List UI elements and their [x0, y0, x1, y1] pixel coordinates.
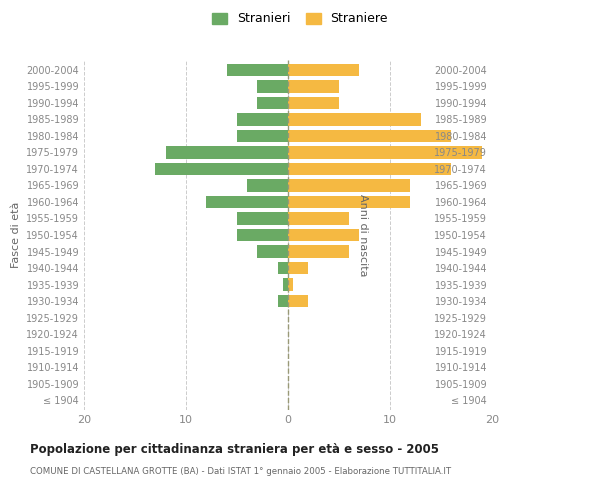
Bar — [288, 196, 410, 208]
Bar — [288, 246, 349, 258]
Bar — [288, 212, 349, 224]
Bar — [166, 146, 288, 158]
Bar — [288, 130, 451, 142]
Bar — [288, 262, 308, 274]
Bar — [288, 295, 308, 307]
Bar — [237, 130, 288, 142]
Legend: Stranieri, Straniere: Stranieri, Straniere — [208, 8, 392, 29]
Bar — [288, 80, 339, 92]
Bar — [278, 295, 288, 307]
Y-axis label: Anni di nascita: Anni di nascita — [358, 194, 368, 276]
Bar — [288, 278, 293, 290]
Bar — [155, 163, 288, 175]
Bar — [288, 113, 421, 126]
Bar — [288, 96, 339, 109]
Bar — [283, 278, 288, 290]
Bar — [288, 163, 451, 175]
Bar — [288, 146, 482, 158]
Bar — [237, 229, 288, 241]
Bar — [288, 229, 359, 241]
Bar — [247, 180, 288, 192]
Bar — [237, 212, 288, 224]
Y-axis label: Fasce di età: Fasce di età — [11, 202, 21, 268]
Bar — [206, 196, 288, 208]
Bar — [257, 80, 288, 92]
Bar — [278, 262, 288, 274]
Text: COMUNE DI CASTELLANA GROTTE (BA) - Dati ISTAT 1° gennaio 2005 - Elaborazione TUT: COMUNE DI CASTELLANA GROTTE (BA) - Dati … — [30, 468, 451, 476]
Text: Popolazione per cittadinanza straniera per età e sesso - 2005: Popolazione per cittadinanza straniera p… — [30, 442, 439, 456]
Bar — [257, 96, 288, 109]
Bar — [288, 64, 359, 76]
Bar — [227, 64, 288, 76]
Bar — [257, 246, 288, 258]
Bar — [237, 113, 288, 126]
Bar — [288, 180, 410, 192]
